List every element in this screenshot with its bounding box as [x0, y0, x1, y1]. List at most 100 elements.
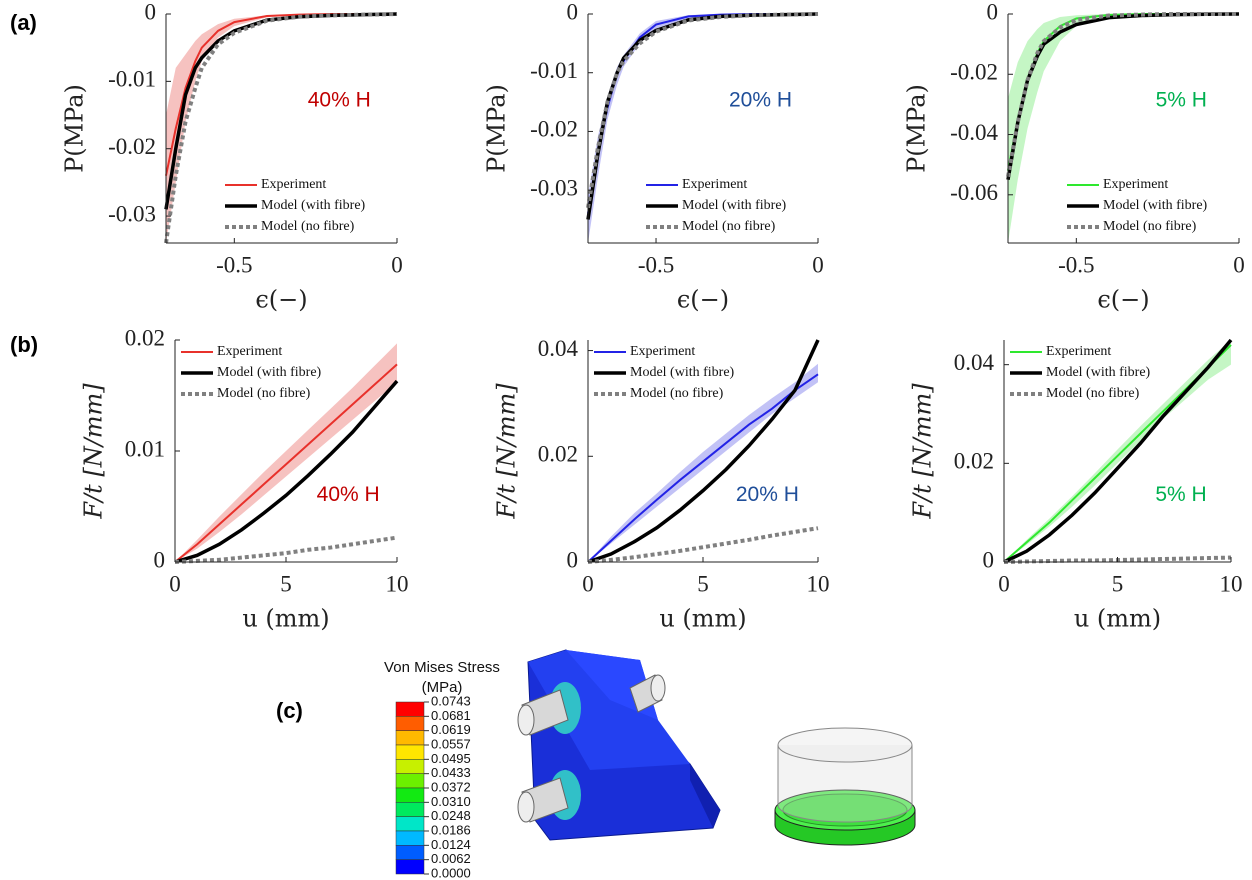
legend-label: Model (with fibre): [682, 198, 787, 213]
legend-label: Experiment: [1046, 344, 1111, 359]
colorbar-tick-label: 0.0433: [431, 765, 471, 780]
colorbar-tick-label: 0.0557: [431, 736, 471, 751]
legend-label: Model (no fibre): [1103, 219, 1197, 234]
colorbar-tick-label: 0.0619: [431, 722, 471, 737]
colorbar-tick-label: 0.0681: [431, 708, 471, 723]
x-tick-label: 5: [697, 571, 709, 596]
legend-label: Model (with fibre): [217, 365, 322, 380]
colorbar-tick-label: 0.0495: [431, 751, 471, 766]
colorbar-title: Von Mises Stress: [384, 659, 500, 676]
legend-label: Model (with fibre): [1046, 365, 1151, 380]
x-tick-label: 10: [807, 571, 830, 596]
y-axis-label: P(MPa): [61, 84, 89, 173]
x-axis-label: ϵ(−): [677, 286, 729, 314]
x-tick-label: 10: [1220, 571, 1243, 596]
y-tick-label: -0.01: [530, 58, 578, 83]
y-tick-label: -0.02: [108, 134, 156, 159]
y-tick-label: -0.04: [950, 120, 998, 145]
annotation: 20% H: [729, 89, 792, 112]
x-tick-label: 0: [582, 571, 594, 596]
legend-label: Model (no fibre): [682, 219, 776, 234]
y-axis-label: P(MPa): [483, 84, 511, 173]
y-tick-label: 0: [567, 0, 579, 24]
x-axis-label: u (mm): [242, 605, 329, 633]
x-tick-label: 0: [998, 571, 1010, 596]
annotation: 40% H: [308, 89, 371, 112]
x-axis-label: u (mm): [1074, 605, 1161, 633]
colorbar-segment: [396, 817, 424, 831]
figure: (a) (b) (c) -0.03 -0.02 -0.01 0 -0.5 0 ϵ(−) P(M…: [0, 0, 1252, 880]
y-tick-label: -0.01: [108, 67, 156, 92]
colorbar-tick-label: 0.0124: [431, 837, 471, 852]
y-tick-label: -0.03: [530, 175, 578, 200]
colorbar-segment: [396, 702, 424, 716]
x-tick-label: 5: [1112, 571, 1124, 596]
annotation: 5% H: [1155, 483, 1206, 506]
x-axis-label: ϵ(−): [255, 286, 307, 314]
legend-label: Experiment: [682, 177, 747, 192]
colorbar-tick-label: 0.0062: [431, 851, 471, 866]
colorbar-segment: [396, 731, 424, 745]
annotation: 5% H: [1156, 89, 1207, 112]
colorbar-segment: [396, 802, 424, 816]
y-tick-label: 0: [154, 547, 166, 572]
colorbar-tick-label: 0.0310: [431, 794, 471, 809]
legend-label: Model (with fibre): [1103, 198, 1208, 213]
y-axis-label: F/t [N/mm]: [909, 383, 937, 520]
x-tick-label: -0.5: [216, 252, 252, 277]
legend-label: Model (no fibre): [1046, 386, 1140, 401]
annotation: 40% H: [317, 483, 380, 506]
y-axis-label: P(MPa): [903, 84, 931, 173]
legend-label: Experiment: [217, 344, 282, 359]
legend-label: Model (with fibre): [261, 198, 366, 213]
y-tick-label: -0.02: [950, 60, 998, 85]
colorbar-tick-label: 0.0000: [431, 865, 471, 880]
colorbar-segment: [396, 860, 424, 874]
colorbar-tick-label: 0.0186: [431, 822, 471, 837]
y-tick-label: 0: [145, 0, 157, 24]
panel-label: (c): [276, 698, 303, 723]
legend-label: Experiment: [630, 344, 695, 359]
y-tick-label: 0: [567, 547, 579, 572]
y-tick-label: 0.01: [125, 436, 165, 461]
legend-label: Model (with fibre): [630, 365, 735, 380]
colorbar-segment: [396, 845, 424, 859]
x-tick-label: 0: [812, 252, 824, 277]
y-axis-label: F/t [N/mm]: [493, 383, 521, 520]
legend-label: Experiment: [261, 177, 326, 192]
colorbar-segment: [396, 745, 424, 759]
y-tick-label: -0.03: [108, 201, 156, 226]
y-axis-label: F/t [N/mm]: [80, 383, 108, 520]
x-tick-label: 10: [386, 571, 409, 596]
disc-render: [775, 728, 915, 845]
y-tick-label: 0.02: [954, 449, 994, 474]
x-tick-label: 5: [280, 571, 292, 596]
panel-label: (b): [10, 332, 38, 357]
y-tick-label: 0: [983, 547, 995, 572]
colorbar-segment: [396, 831, 424, 845]
y-tick-label: 0.02: [538, 442, 578, 467]
x-tick-label: 0: [1233, 252, 1245, 277]
legend-label: Experiment: [1103, 177, 1168, 192]
legend-label: Model (no fibre): [630, 386, 724, 401]
legend-label: Model (no fibre): [217, 386, 311, 401]
annotation: 20% H: [736, 483, 799, 506]
y-tick-label: -0.02: [530, 117, 578, 142]
colorbar-segment: [396, 759, 424, 773]
x-tick-label: -0.5: [1058, 252, 1094, 277]
colorbar-segment: [396, 774, 424, 788]
y-tick-label: 0: [987, 0, 999, 24]
colorbar-tick-label: 0.0743: [431, 693, 471, 708]
y-tick-label: -0.06: [950, 180, 998, 205]
x-tick-label: 0: [169, 571, 181, 596]
colorbar-segment: [396, 716, 424, 730]
y-tick-label: 0.04: [538, 336, 579, 361]
colorbar-segment: [396, 788, 424, 802]
colorbar-tick-label: 0.0372: [431, 779, 471, 794]
y-tick-label: 0.04: [954, 350, 995, 375]
panel-label: (a): [10, 10, 37, 35]
x-tick-label: 0: [391, 252, 403, 277]
colorbar-tick-label: 0.0248: [431, 808, 471, 823]
x-axis-label: u (mm): [659, 605, 746, 633]
x-axis-label: ϵ(−): [1097, 286, 1149, 314]
